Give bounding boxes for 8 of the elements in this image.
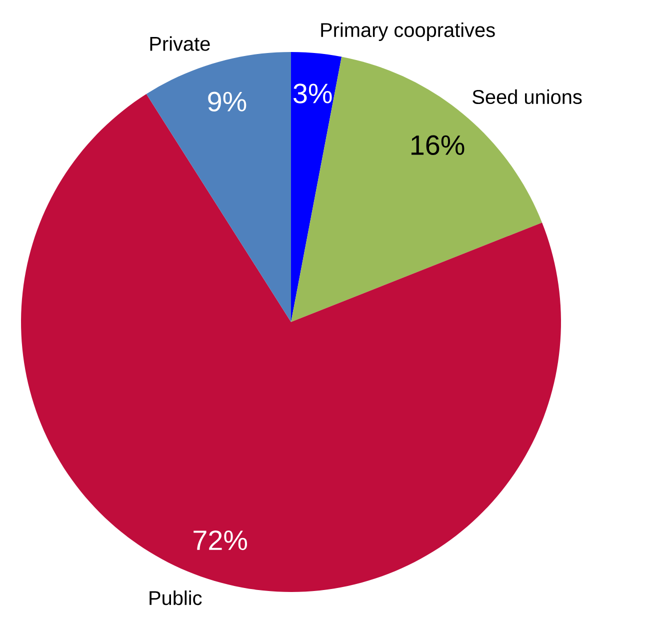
- data-label: 72%: [194, 530, 248, 550]
- slice-label: Seed unions: [472, 89, 582, 104]
- slice-label: Private: [150, 36, 210, 51]
- slice-label: Primary coopratives: [321, 22, 495, 42]
- slice-label: Public: [150, 590, 202, 606]
- data-label: 9%: [208, 92, 246, 112]
- data-label: 3%: [294, 84, 332, 104]
- data-label: 16%: [412, 135, 464, 156]
